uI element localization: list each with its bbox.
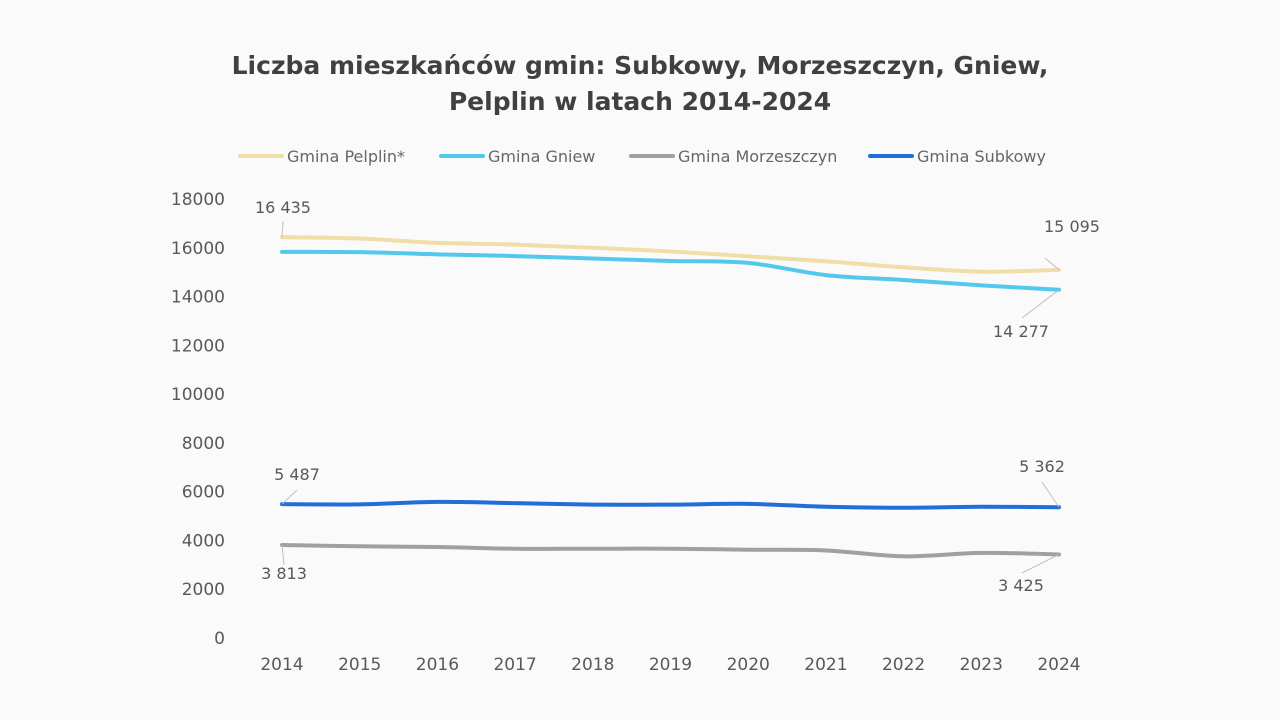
- data-label: 14 277: [993, 322, 1049, 341]
- leader-line: [1021, 289, 1060, 319]
- y-tick-label: 0: [214, 629, 225, 649]
- x-tick-label: 2018: [571, 655, 614, 675]
- x-tick-label: 2024: [1037, 655, 1080, 675]
- y-tick-label: 12000: [171, 336, 225, 356]
- x-tick-label: 2020: [727, 655, 770, 675]
- y-tick-label: 10000: [171, 385, 225, 405]
- x-tick-label: 2021: [804, 655, 847, 675]
- legend-label: Gmina Pelplin*: [287, 147, 405, 166]
- y-tick-label: 8000: [182, 434, 225, 454]
- data-label: 3 425: [998, 576, 1044, 595]
- y-tick-label: 6000: [182, 483, 225, 503]
- leader-line: [1044, 257, 1060, 271]
- x-tick-label: 2014: [260, 655, 303, 675]
- chart-title: Liczba mieszkańców gmin: Subkowy, Morzes…: [0, 48, 1280, 120]
- data-label: 16 435: [255, 198, 311, 217]
- y-tick-label: 4000: [182, 531, 225, 551]
- series-line-gmina-morzeszczyn: [280, 543, 1061, 559]
- leader-line: [281, 220, 284, 238]
- x-axis: 2014 2015 2016 2017 2018 2019 2020 2021 2022 2023…: [260, 655, 1080, 675]
- y-tick-label: 18000: [171, 190, 225, 210]
- x-tick-label: 2023: [960, 655, 1003, 675]
- series-line-gmina-subkowy: [280, 499, 1061, 510]
- series-layer: [280, 235, 1061, 559]
- legend: Gmina Pelplin* Gmina Gniew Gmina Morzeszcz…: [238, 147, 1046, 166]
- legend-label: Gmina Morzeszczyn: [678, 147, 837, 166]
- x-tick-label: 2016: [416, 655, 459, 675]
- x-tick-label: 2015: [338, 655, 381, 675]
- x-tick-label: 2017: [493, 655, 536, 675]
- leader-line: [1041, 481, 1060, 508]
- data-label: 3 813: [261, 564, 307, 583]
- data-label: 5 487: [274, 465, 320, 484]
- chart-title-line-1: Liczba mieszkańców gmin: Subkowy, Morzes…: [231, 51, 1049, 80]
- y-tick-label: 2000: [182, 580, 225, 600]
- data-label: 15 095: [1044, 217, 1100, 236]
- legend-label: Gmina Gniew: [488, 147, 595, 166]
- x-tick-label: 2022: [882, 655, 925, 675]
- leader-line: [1021, 554, 1060, 574]
- leader-line: [281, 489, 298, 505]
- data-labels: 16 435 15 095 14 277 5 487 5 362 3 813 3 425: [255, 198, 1100, 595]
- y-axis: 0 2000 4000 6000 8000 10000 12000 14000 16000 180…: [171, 190, 225, 649]
- y-tick-label: 16000: [171, 239, 225, 259]
- legend-label: Gmina Subkowy: [917, 147, 1046, 166]
- y-tick-label: 14000: [171, 288, 225, 308]
- data-label: 5 362: [1019, 457, 1065, 476]
- leader-line: [281, 544, 285, 566]
- x-tick-label: 2019: [649, 655, 692, 675]
- chart-title-line-2: Pelplin w latach 2014-2024: [448, 87, 832, 116]
